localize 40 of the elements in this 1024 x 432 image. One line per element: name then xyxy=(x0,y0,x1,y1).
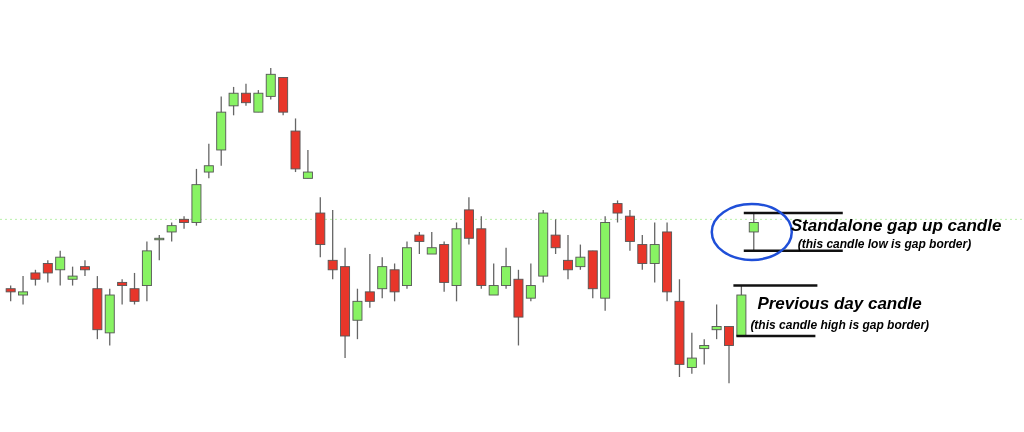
candlestick xyxy=(166,221,177,243)
text: (this candle low is gap border) xyxy=(797,237,972,252)
candlestick xyxy=(80,259,90,277)
candlestick xyxy=(241,83,251,107)
candlestick xyxy=(575,243,586,271)
candlestick xyxy=(748,212,759,252)
candlestick xyxy=(203,143,214,179)
candlestick xyxy=(253,89,264,113)
candlestick xyxy=(117,278,128,306)
candlestick xyxy=(327,209,338,280)
candlestick xyxy=(364,253,375,309)
candlestick xyxy=(525,262,536,302)
candlestick xyxy=(724,325,734,384)
candlestick xyxy=(501,247,512,290)
annotation: Previous day candle xyxy=(757,293,922,313)
text: Standalone gap up candle xyxy=(790,216,1002,236)
candlestick xyxy=(637,234,648,271)
candlestick xyxy=(302,149,313,179)
candlestick xyxy=(711,303,722,340)
candlestick xyxy=(352,288,363,340)
candlestick xyxy=(179,215,190,230)
candlestick xyxy=(55,250,66,287)
candlestick xyxy=(228,86,239,116)
candlestick xyxy=(426,231,437,255)
candlestick xyxy=(42,259,53,284)
candlestick xyxy=(389,262,400,302)
candlestick xyxy=(129,272,140,306)
annotation: (this candle high is gap border) xyxy=(750,317,930,332)
candlestick xyxy=(377,256,388,299)
candlestick xyxy=(699,338,710,366)
candlestick xyxy=(563,234,573,280)
candlestick xyxy=(488,262,499,296)
candlestick xyxy=(612,199,623,224)
candlestick xyxy=(414,231,425,255)
candlestick xyxy=(265,67,276,101)
candlestick xyxy=(18,275,29,306)
candlestick xyxy=(67,265,78,287)
candlestick xyxy=(686,332,697,375)
candlestick xyxy=(649,221,660,284)
candlestick xyxy=(550,218,561,255)
